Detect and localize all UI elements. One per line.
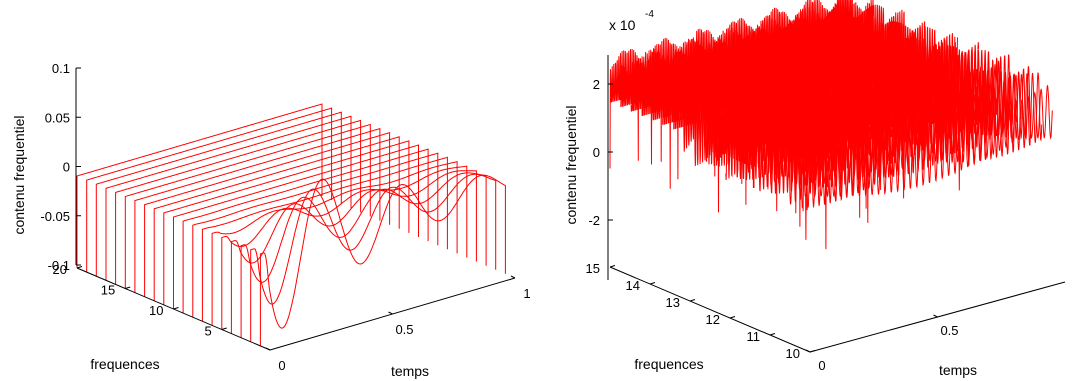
left-series-line-f1 xyxy=(259,174,506,346)
right-frequency-tick-mark xyxy=(689,299,696,302)
left-frequency-tick-label: 10 xyxy=(149,303,163,318)
left-frequency-tick-label: 15 xyxy=(101,283,115,298)
left-series-line-f2 xyxy=(250,173,497,342)
right-frequency-tick-label: 15 xyxy=(586,261,600,276)
right-waterfall-chart: -2 0 2 10 11 12 13 14 15 0 0.5 contenu frequentiel… xyxy=(563,0,1066,378)
left-frequency-tick-mark xyxy=(125,286,131,289)
left-z-tick-label: 0.1 xyxy=(52,61,70,76)
left-z-tick-label: 0 xyxy=(63,160,70,175)
axis-multiplier: x 10 -4 xyxy=(609,9,654,33)
right-ylabel: frequences xyxy=(634,356,703,372)
left-time-tick-label: 1 xyxy=(523,286,530,301)
left-frequency-tick-mark xyxy=(173,307,179,310)
left-series-line-f18 xyxy=(95,111,342,277)
left-time-tick-mark xyxy=(510,275,516,279)
left-series-line-f19 xyxy=(86,107,333,273)
left-frequency-tick-label: 20 xyxy=(53,262,67,277)
left-series-line-f8 xyxy=(192,152,439,318)
right-time-tick-mark xyxy=(805,349,811,353)
left-series-line-f7 xyxy=(201,156,448,322)
right-series-line-7 xyxy=(746,49,990,214)
right-time-tick-label: 0.5 xyxy=(940,323,958,338)
left-z-tick-label: 0.05 xyxy=(45,110,70,125)
left-series-line-f6 xyxy=(211,161,458,326)
right-series-line-1 xyxy=(809,84,1053,250)
left-time-tick-label: 0 xyxy=(278,358,285,373)
right-frequency-tick-mark xyxy=(649,282,656,285)
right-frequency-tick-mark xyxy=(609,265,616,268)
multiplier-exponent: -4 xyxy=(645,9,654,20)
right-series-group xyxy=(609,0,1053,250)
left-series-line-f16 xyxy=(115,119,362,285)
right-z-tick-label: 0 xyxy=(593,145,600,160)
left-zlabel: contenu frequentiel xyxy=(11,115,27,234)
right-frequency-axis xyxy=(609,266,811,353)
right-frequency-tick-mark xyxy=(729,316,736,319)
multiplier-base: x 10 xyxy=(609,17,636,33)
right-frequency-tick-label: 12 xyxy=(706,312,720,327)
right-zlabel: contenu frequentiel xyxy=(563,105,579,224)
left-series-line-f17 xyxy=(105,115,352,281)
right-xlabel: temps xyxy=(939,362,977,378)
left-waterfall-chart: -0.1 -0.05 0 0.05 0.1 5 10 15 20 0 0.5 1 contenu fr… xyxy=(11,61,531,379)
left-series-line-f3 xyxy=(240,172,487,338)
right-axes: -2 0 2 10 11 12 13 14 15 0 0.5 xyxy=(586,55,1066,373)
left-time-tick-mark xyxy=(265,347,271,351)
left-frequency-tick-label: 5 xyxy=(205,324,212,339)
left-time-tick-mark xyxy=(388,311,393,315)
left-frequency-tick-mark xyxy=(76,266,83,269)
left-z-tick-label: -0.1 xyxy=(48,258,70,273)
right-z-tick-label: -2 xyxy=(588,213,600,228)
right-frequency-tick-label: 11 xyxy=(747,329,761,344)
right-frequency-tick-label: 10 xyxy=(786,346,800,361)
left-series-line-f9 xyxy=(182,148,429,314)
left-series-line-f10 xyxy=(173,144,419,309)
left-ylabel: frequences xyxy=(90,356,159,372)
left-series-line-f14 xyxy=(134,127,381,293)
left-series-line-f13 xyxy=(144,132,391,297)
right-frequency-tick-mark xyxy=(769,333,776,336)
right-time-tick-mark xyxy=(933,314,938,318)
right-frequency-tick-label: 13 xyxy=(666,295,680,310)
left-time-tick-label: 0.5 xyxy=(395,322,413,337)
left-axes: -0.1 -0.05 0 0.05 0.1 5 10 15 20 0 0.5 1 xyxy=(40,61,530,373)
left-series-line-f20 xyxy=(76,103,323,268)
left-series-line-f12 xyxy=(153,136,400,301)
right-frequency-tick-label: 14 xyxy=(626,278,640,293)
left-z-tick-label: -0.05 xyxy=(40,209,70,224)
left-xlabel: temps xyxy=(391,363,429,379)
left-series-line-f15 xyxy=(124,123,371,289)
right-z-tick-label: 2 xyxy=(593,77,600,92)
left-series-group xyxy=(76,103,506,346)
right-time-tick-label: 0 xyxy=(818,358,825,373)
right-series-line-2 xyxy=(799,72,1043,209)
left-frequency-tick-mark xyxy=(221,327,227,330)
left-series-line-f5 xyxy=(221,165,468,330)
left-series-line-f11 xyxy=(163,140,410,305)
left-series-line-f4 xyxy=(230,170,477,334)
